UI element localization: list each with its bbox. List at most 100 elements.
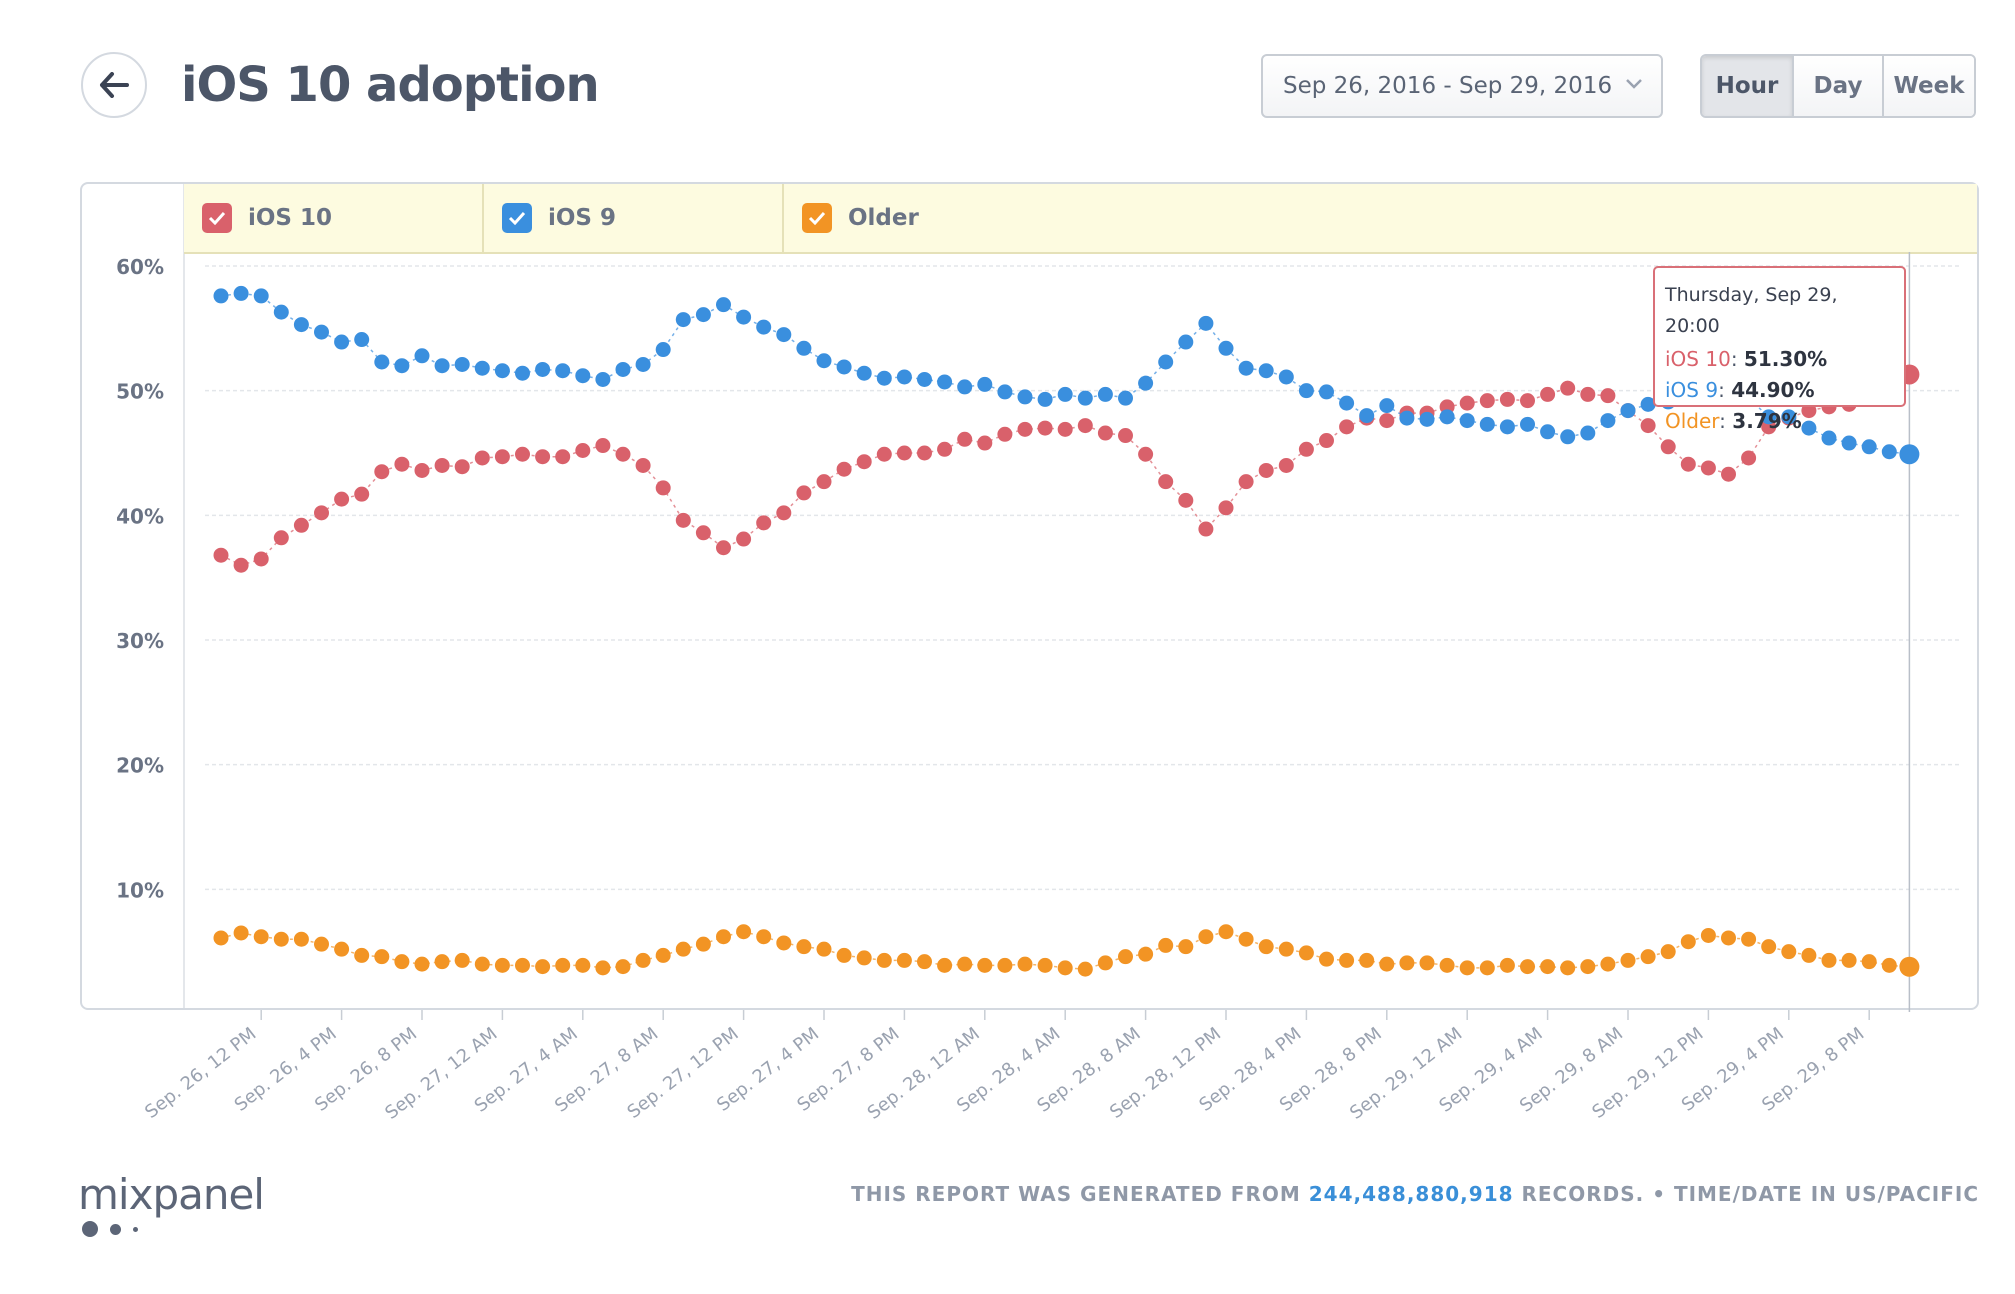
unit-hour-button[interactable]: Hour xyxy=(1702,56,1792,116)
data-point xyxy=(253,288,269,304)
data-point xyxy=(1158,354,1174,370)
data-point xyxy=(474,360,490,376)
data-point xyxy=(354,332,370,348)
data-point xyxy=(655,480,671,496)
data-point xyxy=(1097,955,1113,971)
data-point xyxy=(494,363,510,379)
data-point xyxy=(1238,474,1254,490)
legend-item-older[interactable]: Older xyxy=(784,184,1977,252)
data-point xyxy=(1861,954,1877,970)
data-point xyxy=(1560,960,1576,976)
data-point xyxy=(1359,408,1375,424)
data-point xyxy=(1278,369,1294,385)
data-point xyxy=(1499,391,1515,407)
data-point xyxy=(1077,961,1093,977)
data-point xyxy=(1821,952,1837,968)
data-point xyxy=(1439,409,1455,425)
date-range-picker[interactable]: Sep 26, 2016 - Sep 29, 2016 xyxy=(1261,54,1663,118)
data-point xyxy=(273,304,289,320)
legend-item-ios10[interactable]: iOS 10 xyxy=(184,184,484,252)
data-point xyxy=(454,459,470,475)
back-button[interactable] xyxy=(81,52,147,118)
data-point xyxy=(1479,393,1495,409)
data-point xyxy=(655,342,671,358)
data-point xyxy=(1781,944,1797,960)
data-point xyxy=(1158,937,1174,953)
data-point xyxy=(1319,384,1334,400)
unit-week-button[interactable]: Week xyxy=(1882,56,1974,116)
data-point xyxy=(1419,955,1435,971)
data-point xyxy=(1037,957,1053,973)
data-point xyxy=(1118,428,1133,444)
data-point xyxy=(856,365,872,381)
data-point xyxy=(876,952,892,968)
data-point xyxy=(1278,457,1294,473)
data-point xyxy=(1540,424,1556,440)
data-point xyxy=(434,954,450,970)
data-point xyxy=(1841,952,1857,968)
data-point xyxy=(1077,418,1093,434)
data-point xyxy=(1640,949,1656,965)
data-point xyxy=(1540,386,1556,402)
data-point xyxy=(635,952,651,968)
data-point xyxy=(1258,462,1274,478)
data-point xyxy=(515,365,530,381)
data-point xyxy=(1600,956,1616,972)
data-point xyxy=(1459,395,1475,411)
data-point xyxy=(233,557,249,573)
data-point xyxy=(736,309,752,325)
data-point xyxy=(1520,393,1535,409)
data-point xyxy=(1620,403,1636,419)
data-point xyxy=(1881,957,1897,973)
data-point xyxy=(575,368,591,384)
data-point xyxy=(1118,390,1133,406)
data-point xyxy=(474,450,490,466)
data-point xyxy=(896,952,912,968)
unit-day-button[interactable]: Day xyxy=(1792,56,1882,116)
y-axis-divider xyxy=(183,184,185,1008)
page-title: iOS 10 adoption xyxy=(181,57,600,113)
data-point xyxy=(937,441,953,457)
data-point xyxy=(1700,460,1716,476)
tooltip-value-ios10: 51.30% xyxy=(1743,347,1828,371)
data-point xyxy=(1379,398,1395,414)
data-point xyxy=(1439,957,1455,973)
data-point xyxy=(273,931,289,947)
tooltip-row-ios10: iOS 10: 51.30% xyxy=(1665,347,1828,371)
data-point xyxy=(314,936,329,952)
data-point xyxy=(816,353,832,369)
data-point xyxy=(1580,959,1596,975)
data-point xyxy=(555,363,571,379)
data-point xyxy=(776,327,792,343)
data-point xyxy=(1560,380,1576,396)
data-point xyxy=(716,929,731,945)
data-point xyxy=(273,530,289,546)
data-point xyxy=(1660,439,1676,455)
data-point xyxy=(1037,391,1053,407)
data-point xyxy=(1017,956,1033,972)
data-point xyxy=(535,449,551,465)
data-point xyxy=(1700,927,1716,943)
data-point xyxy=(1339,395,1355,411)
data-point xyxy=(736,924,752,940)
data-point xyxy=(1258,363,1274,379)
data-point xyxy=(1238,360,1254,376)
data-point xyxy=(836,947,852,963)
data-point xyxy=(876,446,892,462)
tooltip-row-ios9: iOS 9: 44.90% xyxy=(1665,378,1815,402)
data-point xyxy=(1781,409,1797,425)
data-point xyxy=(414,462,430,478)
data-point xyxy=(1138,375,1154,391)
data-point xyxy=(1339,952,1355,968)
legend-item-ios9[interactable]: iOS 9 xyxy=(484,184,784,252)
checkbox-checked-icon xyxy=(802,203,832,233)
data-point xyxy=(1359,952,1375,968)
chart-tooltip: Thursday, Sep 29, 20:00 iOS 10: 51.30% i… xyxy=(1653,266,1906,433)
data-point xyxy=(977,376,993,392)
data-point xyxy=(1178,492,1194,508)
data-point xyxy=(414,956,430,972)
y-tick-label: 20% xyxy=(116,754,164,778)
y-tick-label: 10% xyxy=(116,878,164,902)
data-point xyxy=(776,935,792,951)
